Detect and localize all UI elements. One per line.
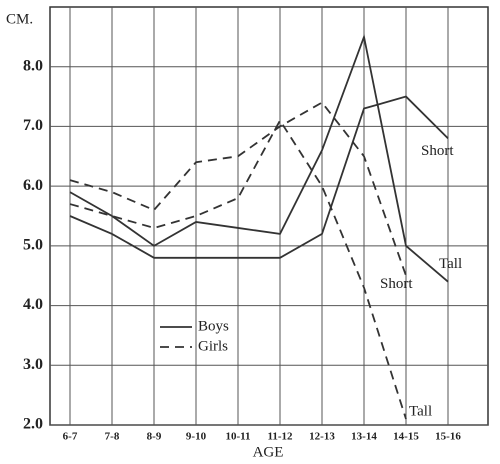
y-tick-label: 4.0: [23, 296, 43, 313]
series-label: Short: [421, 143, 454, 159]
x-tick-label: 12-13: [309, 431, 335, 443]
legend-label: Boys: [198, 318, 229, 334]
legend-label: Girls: [198, 338, 228, 354]
series-label: Short: [380, 276, 413, 292]
x-tick-label: 15-16: [435, 431, 461, 443]
data-line: [69, 95, 449, 259]
y-tick-label: 7.0: [23, 117, 43, 134]
y-tick-label: 2.0: [23, 416, 43, 433]
y-tick-label: 3.0: [23, 356, 43, 373]
plot-frame: [49, 6, 489, 426]
y-unit: CM.: [6, 11, 33, 27]
y-tick-label: 6.0: [23, 177, 43, 194]
x-tick-label: 9-10: [186, 431, 207, 443]
x-tick-label: 13-14: [351, 431, 377, 443]
x-axis-label: AGE: [253, 444, 284, 460]
y-tick-label: 5.0: [23, 237, 43, 254]
x-tick-label: 6-7: [63, 431, 78, 443]
data-line: [69, 101, 407, 277]
series-label: Tall: [409, 403, 432, 419]
data-line: [69, 33, 449, 283]
x-tick-label: 7-8: [105, 431, 120, 443]
y-tick-label: 8.0: [23, 57, 43, 74]
x-tick-label: 11-12: [267, 431, 293, 443]
x-tick-label: 10-11: [225, 431, 250, 443]
series-label: Tall: [439, 256, 462, 272]
x-tick-label: 8-9: [147, 431, 162, 443]
x-tick-label: 14-15: [393, 431, 419, 443]
